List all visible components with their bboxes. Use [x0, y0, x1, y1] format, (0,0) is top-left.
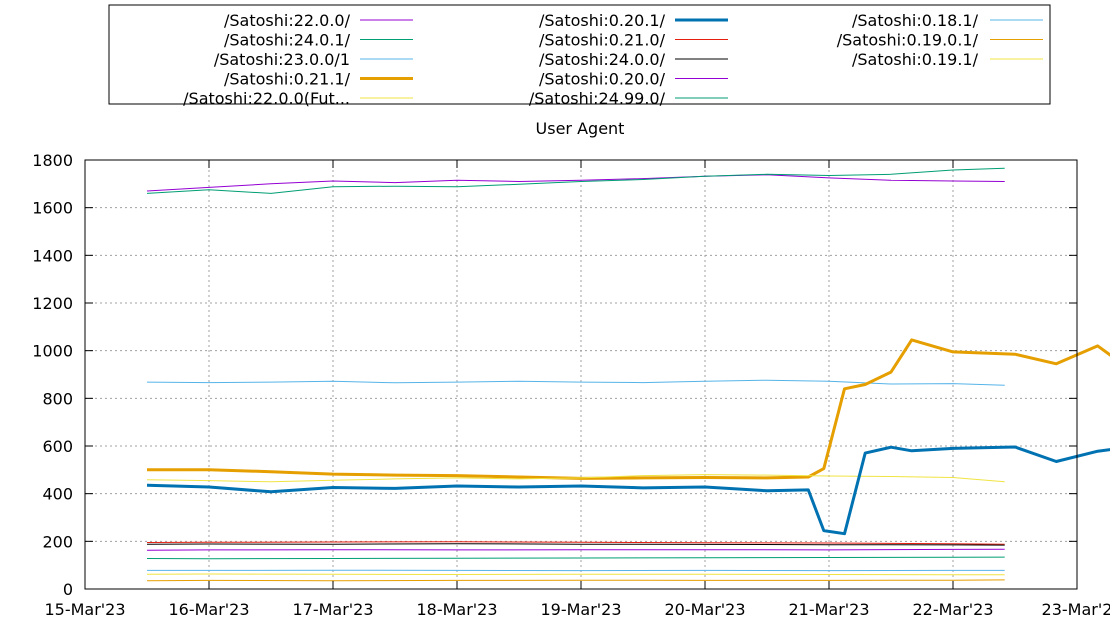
legend-label-2: /Satoshi:23.0.0/1 — [214, 50, 350, 69]
axes: 0 200 400 600 800 1000 1200 1400 1600 1800 15-Mar'… — [32, 151, 1110, 619]
x-tick-label: 18-Mar'23 — [416, 600, 497, 619]
legend-label-7: /Satoshi:24.0.0/ — [539, 50, 666, 69]
y-tick-label: 1200 — [32, 294, 73, 313]
legend: /Satoshi:22.0.0//Satoshi:24.0.1//Satoshi… — [109, 5, 1050, 108]
series-line-8 — [147, 549, 1005, 550]
x-tick-label: 19-Mar'23 — [540, 600, 621, 619]
series-line-11 — [147, 580, 1005, 581]
y-tick-label: 0 — [63, 580, 73, 599]
grid — [85, 160, 1077, 589]
x-tick-label: 17-Mar'23 — [292, 600, 373, 619]
x-tick-label: 15-Mar'23 — [44, 600, 125, 619]
legend-label-11: /Satoshi:0.19.0.1/ — [837, 31, 979, 50]
series-line-12 — [147, 574, 1005, 575]
y-tick-label: 1800 — [32, 151, 73, 170]
series-line-3 — [147, 340, 1110, 479]
x-tick-label: 20-Mar'23 — [664, 600, 745, 619]
series-line-4 — [147, 475, 1005, 482]
y-tick-label: 600 — [42, 437, 73, 456]
series-lines — [147, 168, 1110, 580]
legend-label-4: /Satoshi:22.0.0(Fut... — [183, 89, 350, 108]
y-tick-label: 800 — [42, 389, 73, 408]
legend-label-5: /Satoshi:0.20.1/ — [539, 11, 666, 30]
plot-frame — [85, 160, 1077, 589]
x-tick-label: 23-Mar'2 — [1042, 600, 1110, 619]
y-tick-label: 1400 — [32, 246, 73, 265]
legend-label-12: /Satoshi:0.19.1/ — [852, 50, 979, 69]
x-tick-label: 21-Mar'23 — [788, 600, 869, 619]
x-tick-label: 16-Mar'23 — [168, 600, 249, 619]
legend-label-3: /Satoshi:0.21.1/ — [224, 70, 351, 89]
series-line-7 — [147, 544, 1005, 545]
y-tick-label: 1600 — [32, 199, 73, 218]
series-line-5 — [147, 447, 1110, 534]
y-tick-label: 400 — [42, 485, 73, 504]
series-line-0 — [147, 175, 1005, 191]
legend-label-6: /Satoshi:0.21.0/ — [539, 31, 666, 50]
legend-label-0: /Satoshi:22.0.0/ — [224, 11, 351, 30]
y-tick-label: 200 — [42, 532, 73, 551]
legend-label-8: /Satoshi:0.20.0/ — [539, 70, 666, 89]
series-line-9 — [147, 557, 1005, 559]
legend-label-1: /Satoshi:24.0.1/ — [224, 31, 351, 50]
chart-title: User Agent — [536, 119, 625, 138]
legend-label-10: /Satoshi:0.18.1/ — [852, 11, 979, 30]
x-tick-label: 22-Mar'23 — [912, 600, 993, 619]
y-tick-label: 1000 — [32, 342, 73, 361]
legend-label-9: /Satoshi:24.99.0/ — [529, 89, 666, 108]
